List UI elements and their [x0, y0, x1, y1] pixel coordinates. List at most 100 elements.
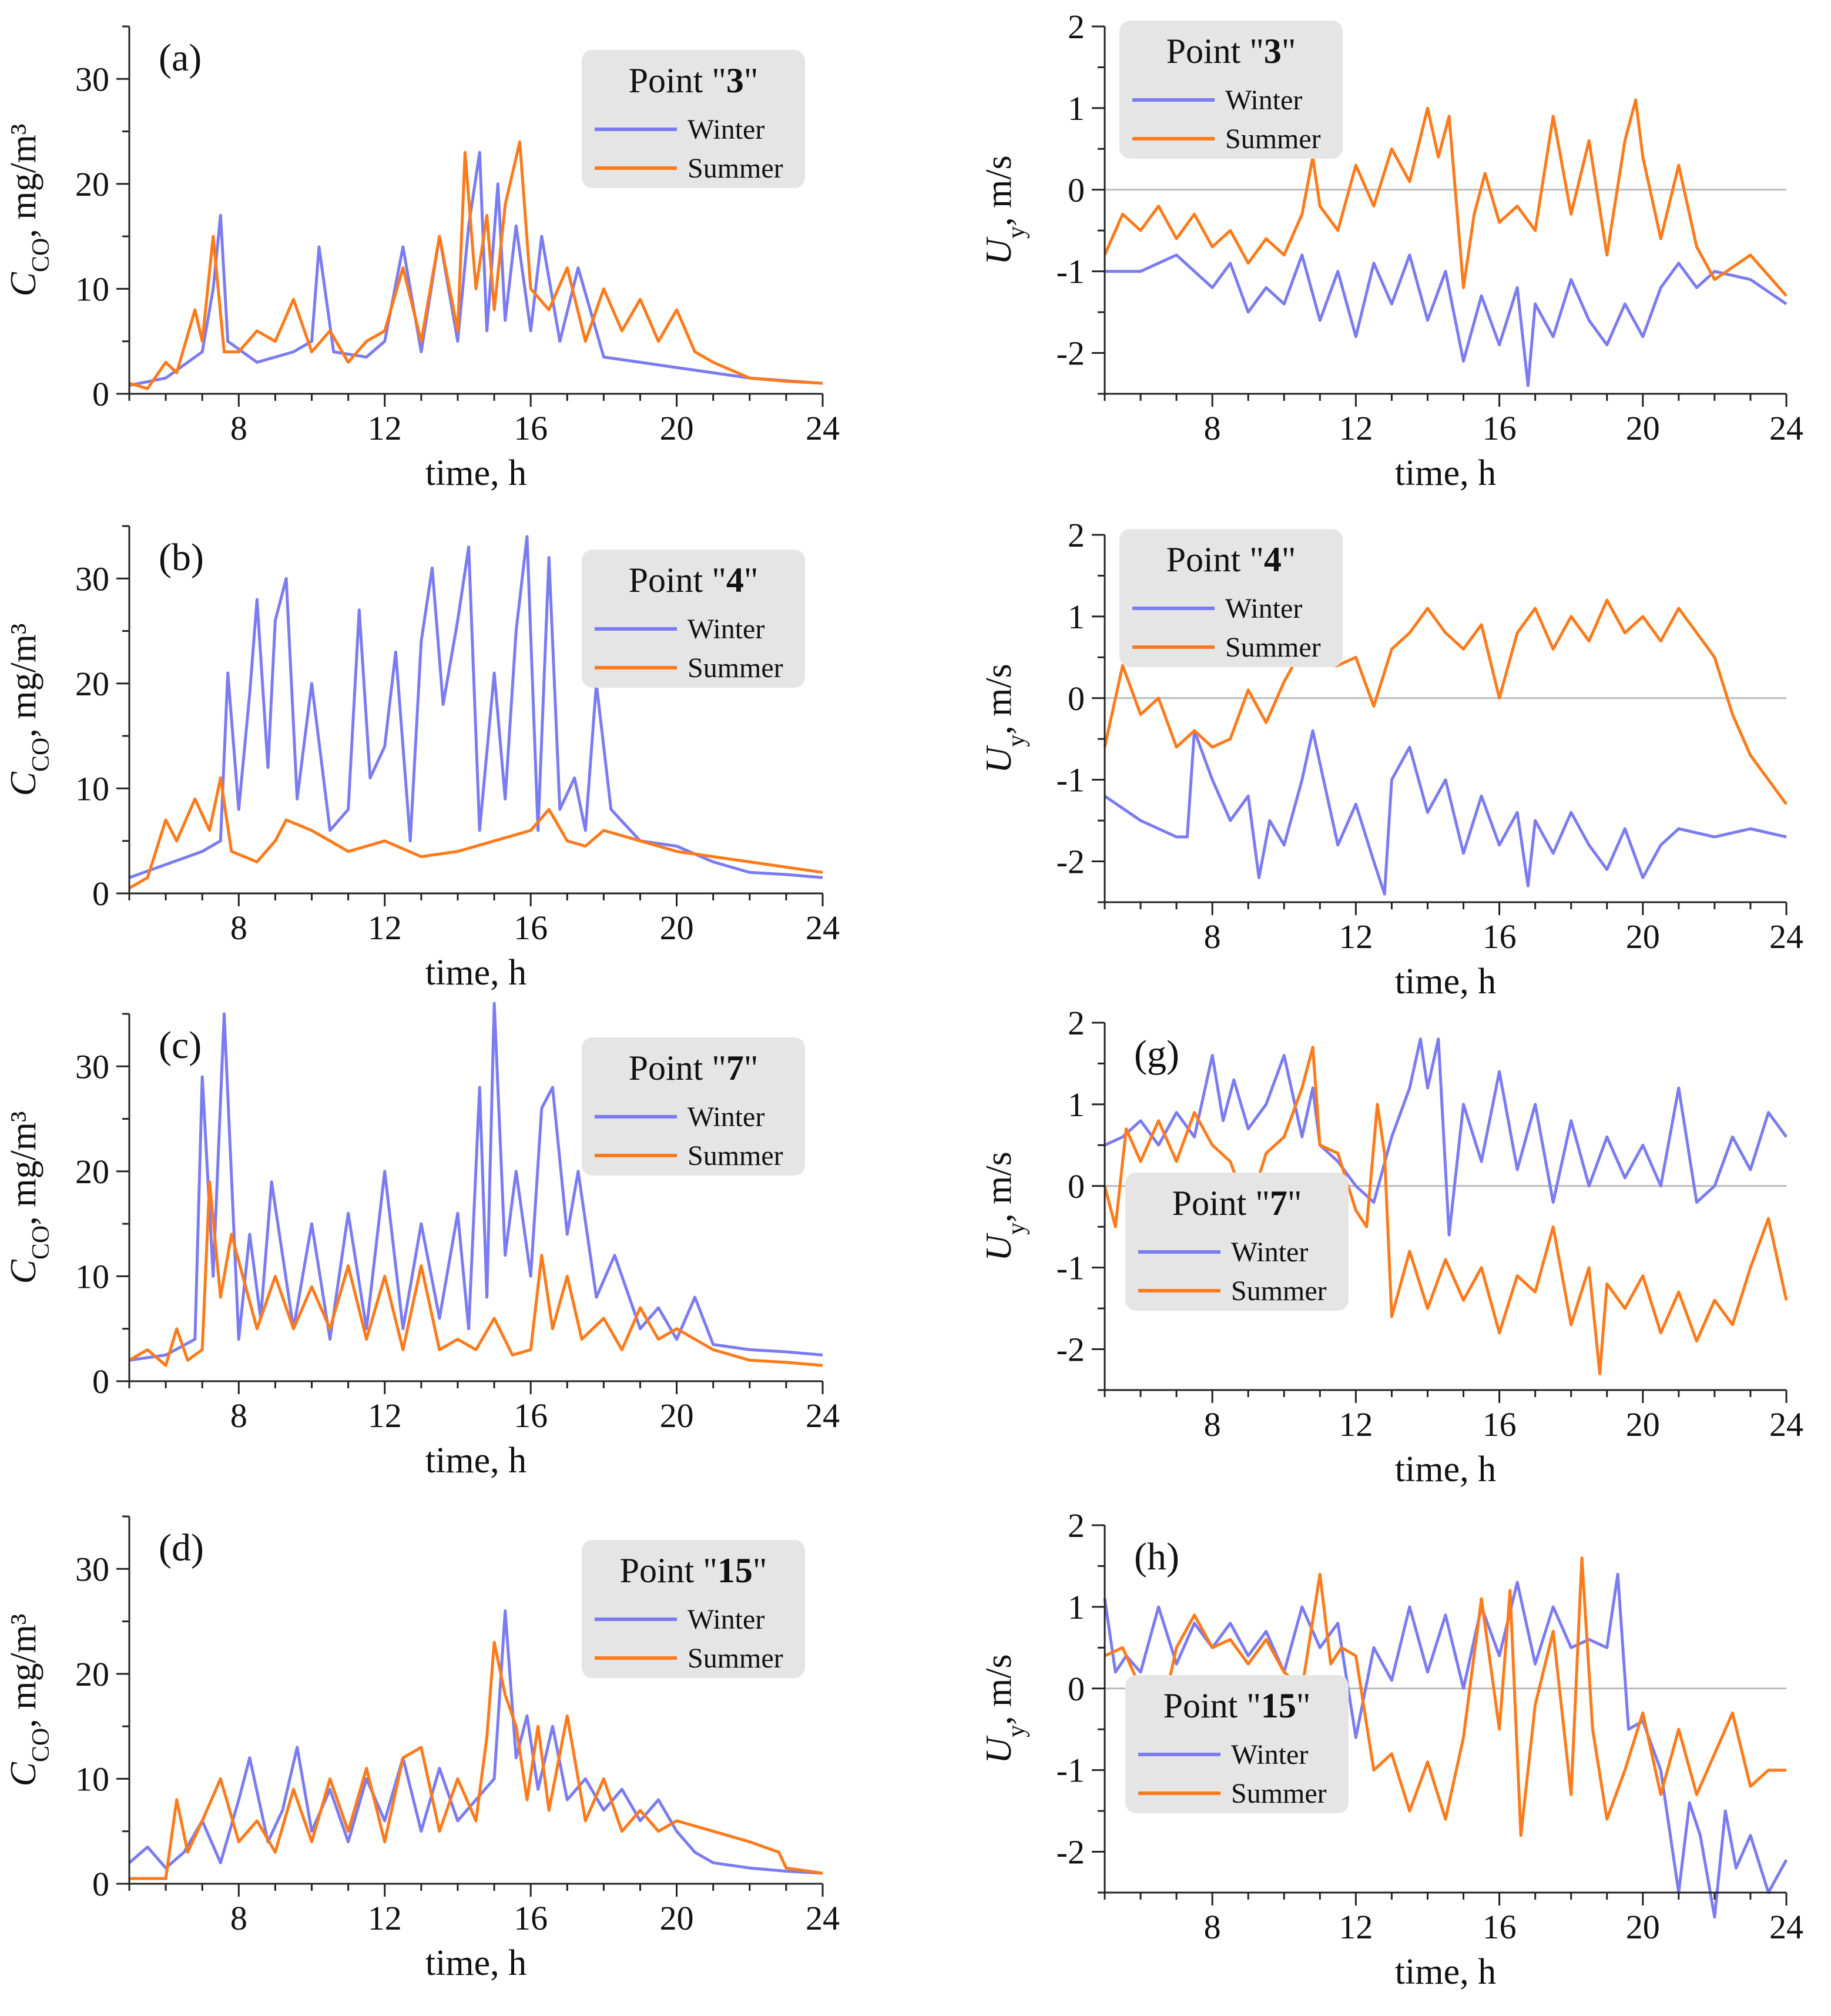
x-tick-label: 12	[368, 409, 402, 447]
legend-title: Point "4"	[1166, 540, 1296, 579]
x-tick-label: 16	[514, 909, 548, 947]
legend-label-winter: Winter	[1225, 85, 1302, 116]
x-tick-label: 20	[1626, 1405, 1660, 1444]
y-tick-label: -1	[1057, 1249, 1085, 1287]
legend-label-summer: Summer	[688, 1643, 783, 1674]
y-tick-label: 0	[1068, 171, 1085, 209]
series-line-winter	[129, 1002, 823, 1362]
legend-label-winter: Winter	[688, 114, 764, 145]
panel-c: 8 12 16 20 24 time, h 0 10 20 30 CCO, mg/m³ (c) Poin…	[4, 1002, 840, 1481]
x-tick-label: 8	[230, 409, 247, 447]
y-tick-label: 0	[92, 1865, 109, 1903]
panel-label: (g)	[1134, 1033, 1179, 1076]
x-tick-label: 16	[1483, 1405, 1517, 1444]
x-tick-label: 24	[806, 1899, 840, 1937]
legend-label-summer: Summer	[688, 153, 783, 184]
series-line-summer	[1103, 1046, 1788, 1375]
series-line-summer	[1104, 1556, 1786, 1837]
x-tick-label: 8	[230, 1397, 247, 1435]
x-tick-label: 8	[230, 909, 247, 947]
y-axis-title: CCO, mg/m³	[4, 624, 55, 796]
y-tick-label: -2	[1057, 1331, 1085, 1369]
legend-label-winter: Winter	[688, 1604, 764, 1635]
y-tick-label: 10	[75, 1257, 109, 1295]
x-tick-label: 8	[1204, 917, 1221, 956]
legend: Point "15" Winter Summer	[582, 1540, 805, 1678]
x-tick-label: 8	[1204, 409, 1221, 447]
y-tick-label: -2	[1057, 1833, 1085, 1871]
y-tick-label: 0	[1068, 679, 1085, 718]
y-tick-label: 1	[1068, 1086, 1085, 1124]
legend-box	[1119, 21, 1343, 159]
legend-box	[1125, 1173, 1349, 1311]
x-tick-label: 16	[514, 1397, 548, 1435]
legend: Point "4" Winter Summer	[1119, 529, 1343, 667]
panel-label: (a)	[159, 36, 202, 79]
x-tick-label: 12	[368, 909, 402, 947]
y-tick-label: 1	[1068, 598, 1085, 636]
x-tick-label: 20	[660, 1397, 694, 1435]
y-tick-label: 10	[75, 769, 109, 808]
x-tick-label: 12	[368, 1397, 402, 1435]
legend-label-summer: Summer	[1225, 632, 1321, 663]
legend-title: Point "3"	[629, 61, 759, 100]
legend: Point "7" Winter Summer	[1125, 1173, 1349, 1311]
series-line-summer	[129, 140, 823, 390]
x-axis-title: time, h	[1395, 1952, 1496, 1992]
y-tick-label: 30	[75, 560, 109, 598]
x-tick-label: 16	[1483, 409, 1517, 447]
x-tick-label: 24	[806, 1397, 840, 1435]
panel-a: 8 12 16 20 24 time, h 0 10 20 30 CCO, mg/m³ (a) Poin…	[4, 25, 840, 493]
legend-label-winter: Winter	[1231, 1739, 1308, 1770]
y-tick-label: 20	[75, 165, 109, 203]
x-tick-label: 24	[806, 909, 840, 947]
y-tick-label: 0	[92, 1362, 109, 1401]
x-axis-title: time, h	[1395, 453, 1496, 493]
legend-label-winter: Winter	[1231, 1237, 1308, 1268]
x-tick-label: 20	[1626, 917, 1660, 956]
y-tick-label: 2	[1068, 1004, 1085, 1042]
x-tick-label: 16	[514, 1899, 548, 1937]
x-tick-label: 20	[660, 909, 694, 947]
x-tick-label: 20	[660, 409, 694, 447]
y-tick-label: 0	[1068, 1167, 1085, 1205]
x-tick-label: 12	[368, 1899, 402, 1937]
y-tick-label: 10	[75, 270, 109, 308]
series-line-winter	[129, 535, 823, 879]
x-axis-title: time, h	[425, 953, 527, 993]
series-line-winter	[1104, 729, 1787, 896]
legend-label-summer: Summer	[1225, 123, 1321, 155]
y-tick-label: 30	[75, 60, 109, 98]
legend-label-summer: Summer	[1231, 1778, 1327, 1809]
x-tick-label: 8	[1204, 1405, 1221, 1444]
y-tick-label: 2	[1068, 516, 1085, 554]
y-tick-label: -1	[1057, 761, 1085, 799]
legend-title: Point "4"	[629, 561, 759, 600]
x-axis-title: time, h	[1395, 962, 1496, 1002]
y-tick-label: 20	[75, 1153, 109, 1191]
panel-label: (d)	[159, 1526, 204, 1569]
legend-box	[582, 1540, 805, 1678]
legend-label-winter: Winter	[688, 1101, 764, 1133]
panel-d: 8 12 16 20 24 time, h 0 10 20 30 CCO, mg/m³ (d) Poin…	[4, 1515, 840, 1983]
legend-title: Point "15"	[1163, 1686, 1311, 1725]
legend-title: Point "15"	[620, 1551, 767, 1590]
y-tick-label: 1	[1068, 89, 1085, 128]
legend-box	[1119, 529, 1343, 667]
y-tick-label: -1	[1057, 253, 1085, 291]
y-axis-title: Uy, m/s	[979, 664, 1030, 773]
y-tick-label: 30	[75, 1550, 109, 1588]
series-line-summer	[1103, 98, 1788, 297]
legend-box	[1125, 1675, 1349, 1813]
legend-label-winter: Winter	[1225, 593, 1302, 624]
series-line-winter	[1105, 253, 1788, 387]
y-tick-label: 20	[75, 1655, 109, 1693]
y-tick-label: -1	[1057, 1752, 1085, 1790]
panel-b: 8 12 16 20 24 time, h 0 10 20 30 CCO, mg/m³ (b) Poin…	[4, 525, 840, 993]
x-tick-label: 24	[1769, 1405, 1803, 1444]
legend-title: Point "7"	[1172, 1184, 1302, 1223]
y-axis-title: CCO, mg/m³	[4, 1614, 55, 1787]
